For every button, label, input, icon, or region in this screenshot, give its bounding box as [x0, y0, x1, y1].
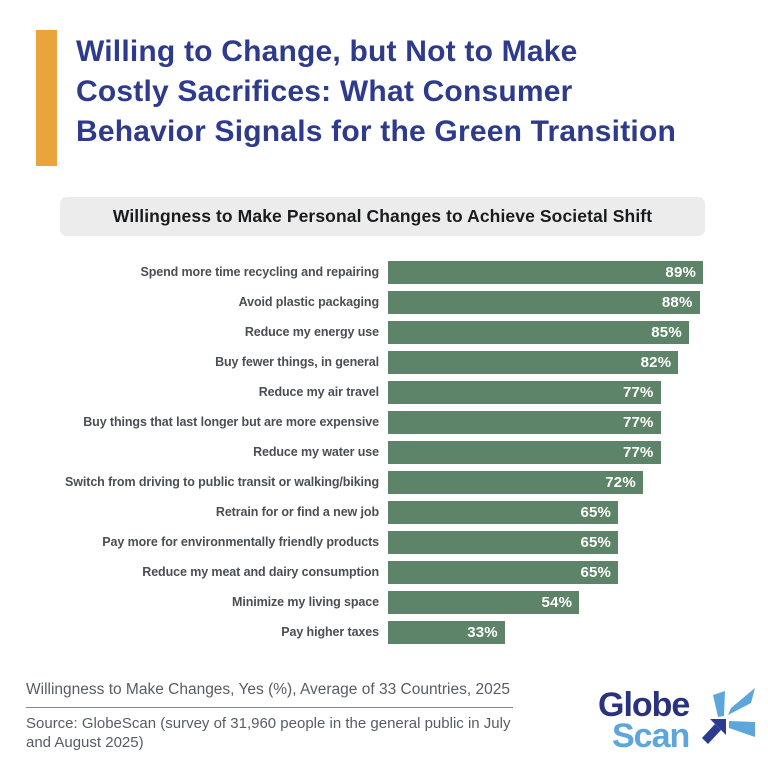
arrow-stem: [702, 724, 722, 744]
bar-track: 85%: [388, 320, 742, 344]
category-label: Minimize my living space: [232, 595, 379, 609]
bar-track: 77%: [388, 380, 742, 404]
chart-row: Spend more time recycling and repairing 8…: [18, 257, 751, 287]
chart-row: Pay higher taxes 33%: [18, 617, 751, 647]
spark-ray-right: [729, 721, 756, 737]
category-label: Avoid plastic packaging: [238, 295, 379, 309]
globescan-spark-icon: [702, 688, 756, 744]
bar-chart: Spend more time recycling and repairing 8…: [18, 257, 751, 647]
chart-caption: Willingness to Make Changes, Yes (%), Av…: [26, 681, 510, 698]
bar-track: 88%: [388, 290, 742, 314]
source-note: Source: GlobeScan (survey of 31,960 peop…: [26, 715, 511, 751]
bar-track: 89%: [388, 260, 742, 284]
value-label: 65%: [580, 563, 612, 581]
chart-row: Reduce my air travel 77%: [18, 377, 751, 407]
chart-row: Switch from driving to public transit or…: [18, 467, 751, 497]
spark-ray-up: [713, 691, 726, 717]
bar-track: 72%: [388, 470, 742, 494]
value-label: 82%: [640, 353, 672, 371]
bar-track: 54%: [388, 590, 742, 614]
chart-subtitle-label: Willingness to Make Personal Changes to …: [112, 206, 653, 226]
bar: 65%: [388, 500, 619, 524]
chart-row: Avoid plastic packaging 88%: [18, 287, 751, 317]
category-label: Buy things that last longer but are more…: [83, 415, 379, 429]
page-title-line: Behavior Signals for the Green Transitio…: [76, 115, 676, 148]
category-label: Reduce my water use: [253, 445, 379, 459]
bar-track: 82%: [388, 350, 742, 374]
value-label: 54%: [541, 593, 573, 611]
page-title-line: Willing to Change, but Not to Make: [76, 35, 578, 68]
category-label: Spend more time recycling and repairing: [140, 265, 379, 279]
value-label: 88%: [661, 293, 693, 311]
category-label: Switch from driving to public transit or…: [65, 475, 379, 489]
value-label: 77%: [622, 443, 654, 461]
category-label: Pay more for environmentally friendly pr…: [102, 535, 379, 549]
value-label: 77%: [622, 413, 654, 431]
category-label: Reduce my meat and dairy consumption: [142, 565, 379, 579]
value-label: 72%: [605, 473, 636, 491]
bar-track: 77%: [388, 440, 742, 464]
chart-row: Pay more for environmentally friendly pr…: [18, 527, 751, 557]
page-title-line: Costly Sacrifices: What Consumer: [76, 75, 573, 108]
bar: 65%: [388, 530, 619, 554]
chart-subtitle-badge: Willingness to Make Personal Changes to …: [60, 197, 705, 236]
category-label: Retrain for or find a new job: [215, 505, 379, 519]
value-label: 65%: [580, 533, 612, 551]
category-label: Pay higher taxes: [281, 625, 379, 639]
bar-track: 65%: [388, 530, 742, 554]
category-label: Buy fewer things, in general: [215, 355, 379, 369]
chart-row: Buy fewer things, in general 82%: [18, 347, 751, 377]
spark-ray-northeast: [728, 688, 756, 715]
value-label: 89%: [665, 263, 697, 281]
bar-track: 65%: [388, 500, 742, 524]
bar: 89%: [388, 260, 704, 284]
chart-row: Reduce my meat and dairy consumption 65%: [18, 557, 751, 587]
bar: 85%: [388, 320, 689, 344]
globescan-logo: Globe Scan: [598, 686, 756, 755]
footer-divider: [26, 707, 513, 708]
bar: 33%: [388, 620, 505, 644]
bar: 82%: [388, 350, 679, 374]
chart-row: Reduce my water use 77%: [18, 437, 751, 467]
chart-row: Minimize my living space 54%: [18, 587, 751, 617]
bar: 54%: [388, 590, 580, 614]
value-label: 85%: [651, 323, 682, 341]
value-label: 33%: [467, 623, 498, 641]
category-label: Reduce my energy use: [244, 325, 379, 339]
bar: 65%: [388, 560, 619, 584]
bar: 88%: [388, 290, 700, 314]
globescan-logo-text: Globe Scan: [598, 686, 690, 755]
category-label: Reduce my air travel: [258, 385, 379, 399]
bar: 77%: [388, 440, 661, 464]
logo-text-scan: Scan: [612, 717, 690, 755]
bar-track: 77%: [388, 410, 742, 434]
page-title: Willing to Change, but Not to Make Costl…: [76, 32, 676, 152]
bar: 77%: [388, 410, 661, 434]
logo-text-globe: Globe: [598, 686, 690, 724]
title-accent-bar: [36, 30, 57, 166]
value-label: 77%: [622, 383, 654, 401]
chart-row: Retrain for or find a new job 65%: [18, 497, 751, 527]
chart-row: Reduce my energy use 85%: [18, 317, 751, 347]
bar: 77%: [388, 380, 661, 404]
value-label: 65%: [580, 503, 612, 521]
chart-row: Buy things that last longer but are more…: [18, 407, 751, 437]
bar: 72%: [388, 470, 643, 494]
bar-track: 33%: [388, 620, 742, 644]
bar-track: 65%: [388, 560, 742, 584]
